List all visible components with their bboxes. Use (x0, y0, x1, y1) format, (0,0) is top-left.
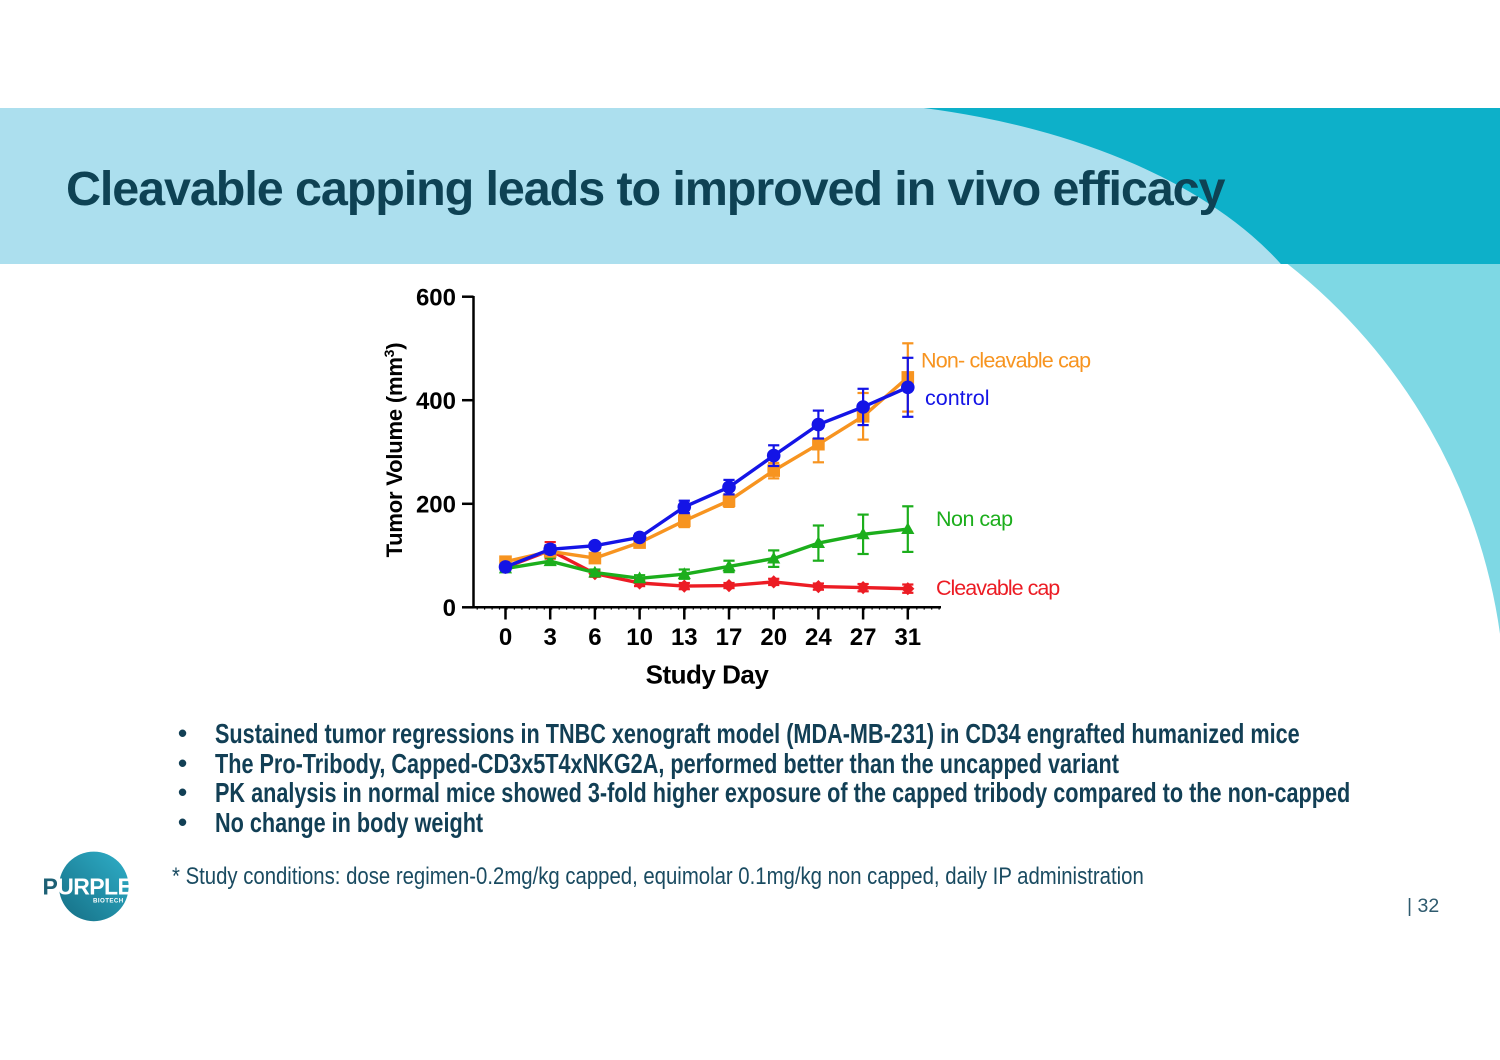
svg-text:Cleavable cap: Cleavable cap (936, 576, 1060, 600)
svg-text:3: 3 (544, 624, 557, 651)
svg-text:17: 17 (716, 624, 743, 651)
svg-text:20: 20 (760, 624, 787, 651)
svg-text:Tumor Volume (mm3): Tumor Volume (mm3) (381, 343, 407, 558)
svg-text:27: 27 (850, 624, 877, 651)
svg-text:0: 0 (443, 595, 456, 622)
svg-text:Non- cleavable cap: Non- cleavable cap (921, 349, 1091, 373)
svg-text:PURPLE: PURPLE (43, 874, 133, 900)
svg-text:200: 200 (416, 491, 456, 518)
svg-text:31: 31 (894, 624, 921, 651)
svg-text:0: 0 (499, 624, 512, 651)
svg-text:Study Day: Study Day (646, 660, 770, 690)
svg-text:400: 400 (416, 388, 456, 415)
svg-text:10: 10 (626, 624, 653, 651)
svg-text:24: 24 (805, 624, 832, 651)
svg-text:600: 600 (416, 284, 456, 311)
svg-text:13: 13 (671, 624, 698, 651)
svg-text:Non cap: Non cap (936, 507, 1013, 531)
svg-text:6: 6 (588, 624, 601, 651)
svg-text:control: control (925, 386, 990, 410)
svg-text:BIOTECH: BIOTECH (93, 898, 124, 905)
